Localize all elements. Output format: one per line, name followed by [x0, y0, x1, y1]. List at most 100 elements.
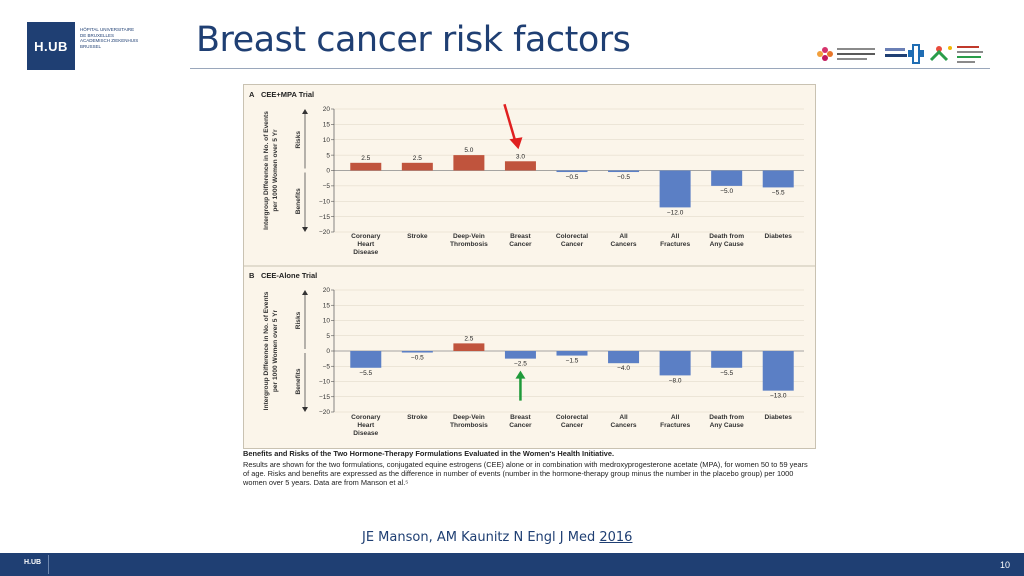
bar — [762, 170, 794, 188]
category-label: Heart — [357, 422, 375, 429]
benefits-label: Benefits — [295, 188, 302, 214]
bar — [401, 351, 433, 353]
category-label: Diabetes — [764, 414, 792, 421]
category-label: All — [619, 233, 628, 240]
category-label: Cancer — [561, 241, 584, 248]
bar — [659, 351, 691, 376]
category-label: Death from — [709, 414, 744, 421]
category-label: Breast — [510, 414, 531, 421]
category-label: Disease — [353, 249, 378, 256]
y-tick-label: −15 — [319, 394, 330, 401]
bar — [711, 351, 743, 368]
chart-panel-a: A CEE+MPA Trial 20 15 10 5 0 −5 −10 −15 −20 Intergr… — [249, 90, 804, 256]
data-label: −13.0 — [770, 393, 787, 400]
category-label: Stroke — [407, 233, 428, 240]
category-label: Cancers — [611, 241, 637, 248]
panel-letter: B — [249, 271, 255, 280]
bar — [504, 351, 536, 359]
data-label: 5.0 — [464, 147, 473, 154]
category-label: All — [619, 414, 628, 421]
data-label: −0.5 — [566, 174, 579, 181]
y-tick-label: 0 — [326, 348, 330, 355]
annotation-arrow — [503, 103, 518, 146]
y-tick-label: −10 — [319, 198, 330, 205]
bar — [762, 351, 794, 391]
y-tick-label: 15 — [323, 302, 331, 309]
data-label: 3.0 — [516, 153, 525, 160]
y-tick-label: 10 — [323, 318, 331, 325]
huderf-logo — [929, 46, 983, 63]
y-tick-label: 5 — [326, 333, 330, 340]
panel-title: CEE-Alone Trial — [261, 271, 317, 280]
data-label: 2.5 — [361, 155, 370, 162]
y-tick-label: −15 — [319, 214, 330, 221]
data-label: −8.0 — [669, 377, 682, 384]
partner-logos — [817, 44, 983, 64]
y-tick-label: 0 — [326, 168, 330, 175]
category-label: Thrombosis — [450, 422, 488, 429]
category-label: Coronary — [351, 414, 381, 421]
data-label: 2.5 — [464, 335, 473, 342]
y-tick-label: −20 — [319, 229, 330, 236]
citation: JE Manson, AM Kaunitz N Engl J Med 2016 — [362, 530, 632, 545]
figure-caption: Benefits and Risks of the Two Hormone-Th… — [243, 449, 814, 487]
chart-figure: A CEE+MPA Trial 20 15 10 5 0 −5 −10 −15 −20 Intergr… — [243, 84, 816, 449]
bar — [350, 351, 382, 368]
panel-letter: A — [249, 90, 255, 99]
y-tick-label: 10 — [323, 137, 331, 144]
risks-label: Risks — [295, 131, 302, 149]
y-tick-label: 20 — [323, 106, 331, 113]
institution-line: de Bruxelles — [80, 32, 115, 38]
risks-arrowhead — [302, 109, 308, 114]
page-number: 10 — [999, 560, 1010, 570]
y-tick-label: 20 — [323, 287, 331, 294]
data-label: −0.5 — [617, 174, 630, 181]
chart-panel-b: B CEE-Alone Trial 20 15 10 5 0 −5 −10 −15 −20 Inter… — [244, 265, 815, 437]
bar — [453, 343, 485, 351]
bar — [556, 170, 588, 173]
bar — [711, 170, 743, 186]
bordet-logo — [817, 47, 875, 61]
category-label: Cancer — [509, 422, 532, 429]
annotation-arrowhead — [515, 370, 526, 379]
footer-logo: H.UB — [24, 559, 42, 566]
category-label: Fractures — [660, 241, 690, 248]
category-label: All — [671, 233, 680, 240]
category-label: Death from — [709, 233, 744, 240]
citation-text: JE Manson, AM Kaunitz N Engl J Med — [362, 530, 600, 545]
y-axis-label: Intergroup Difference in No. of Events — [263, 111, 270, 230]
institution-name: Hôpital Universitaire de Bruxelles Acade… — [80, 27, 160, 49]
category-label: Any Cause — [710, 241, 744, 248]
bar — [453, 155, 485, 171]
category-label: Thrombosis — [450, 241, 488, 248]
bar — [556, 351, 588, 356]
caption-body: Results are shown for the two formulatio… — [243, 460, 808, 487]
category-label: Deep-Vein — [453, 233, 485, 240]
y-tick-label: 15 — [323, 122, 331, 129]
y-tick-label: 5 — [326, 152, 330, 159]
category-label: Any Cause — [710, 422, 744, 429]
erasme-logo — [885, 44, 924, 64]
annotation-arrowhead — [509, 137, 523, 150]
category-label: Diabetes — [764, 233, 792, 240]
institution-line: Academisch Ziekenhuis — [80, 38, 139, 43]
category-label: Cancer — [509, 241, 532, 248]
bar — [659, 170, 691, 208]
data-label: −5.5 — [772, 189, 785, 196]
category-label: Disease — [353, 430, 378, 437]
category-label: Deep-Vein — [453, 414, 485, 421]
y-axis-label: per 1000 Women over 5 Yr — [272, 129, 279, 212]
data-label: 2.5 — [413, 155, 422, 162]
category-label: Stroke — [407, 414, 428, 421]
category-label: All — [671, 414, 680, 421]
y-tick-label: −5 — [323, 183, 331, 190]
bar — [608, 351, 640, 364]
data-label: −0.5 — [411, 355, 424, 362]
category-label: Cancer — [561, 422, 584, 429]
y-tick-label: −10 — [319, 379, 330, 386]
data-label: −2.5 — [514, 361, 527, 368]
category-label: Fractures — [660, 422, 690, 429]
category-label: Coronary — [351, 233, 381, 240]
data-label: −5.5 — [720, 370, 733, 377]
title-divider — [190, 68, 990, 69]
